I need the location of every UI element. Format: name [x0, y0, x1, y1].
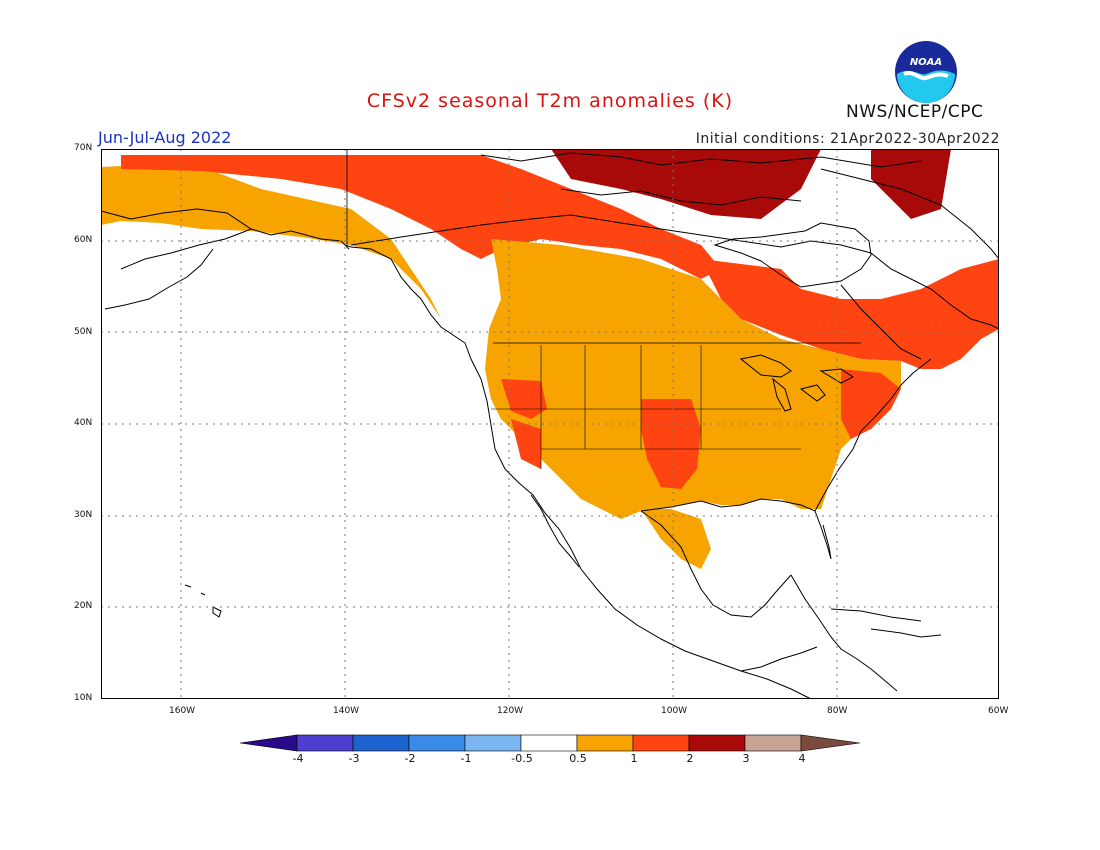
- colorbar-box: [520, 734, 578, 752]
- anomaly-region: [641, 399, 701, 489]
- lon-label: 60W: [988, 706, 1009, 716]
- colorbar-box: [632, 734, 690, 752]
- colorbar-label: 0.5: [569, 752, 587, 765]
- colorbar-label: -3: [348, 752, 360, 765]
- lon-label: 160W: [169, 706, 196, 716]
- colorbar-extend-high: [800, 734, 861, 752]
- colorbar-box: [408, 734, 466, 752]
- lon-label: 100W: [661, 706, 688, 716]
- colorbar-label: 3: [742, 752, 750, 765]
- noaa-logo: NOAA: [895, 41, 957, 103]
- lat-label: 20N: [74, 601, 93, 611]
- anomaly-region: [641, 509, 711, 569]
- svg-text:NOAA: NOAA: [910, 57, 942, 68]
- colorbar-label: -1: [460, 752, 472, 765]
- anomaly-map: [101, 149, 999, 699]
- coastlines: [101, 149, 999, 699]
- anomaly-region: [551, 149, 821, 219]
- lon-label: 80W: [827, 706, 848, 716]
- colorbar-box: [576, 734, 634, 752]
- colorbar-box: [688, 734, 746, 752]
- lat-label: 30N: [74, 510, 93, 520]
- colorbar-label: -0.5: [511, 752, 533, 765]
- anomaly-region: [841, 369, 901, 439]
- lat-lon-gridlines: [101, 149, 999, 699]
- lat-label: 70N: [74, 143, 93, 153]
- lat-label: 50N: [74, 327, 93, 337]
- colorbar-label: -4: [292, 752, 304, 765]
- colorbar: [240, 734, 861, 752]
- colorbar-box: [352, 734, 410, 752]
- colorbar-box: [464, 734, 522, 752]
- colorbar-extend-low: [240, 734, 298, 752]
- colorbar-label: 4: [798, 752, 806, 765]
- season-label: Jun-Jul-Aug 2022: [98, 128, 232, 147]
- colorbar-label: -2: [404, 752, 416, 765]
- initial-conditions-label: Initial conditions: 21Apr2022-30Apr2022: [695, 131, 1000, 147]
- colorbar-box: [744, 734, 802, 752]
- agency-label: NWS/NCEP/CPC: [846, 102, 984, 122]
- anomaly-region: [701, 259, 999, 369]
- colorbar-label: 1: [630, 752, 638, 765]
- anomaly-region: [511, 419, 541, 469]
- map-title: CFSv2 seasonal T2m anomalies (K): [366, 90, 734, 112]
- lat-label: 60N: [74, 235, 93, 245]
- lon-label: 140W: [333, 706, 360, 716]
- anomaly-region: [101, 163, 441, 319]
- colorbar-label: 2: [686, 752, 694, 765]
- anomaly-shading: [101, 149, 999, 569]
- lon-label: 120W: [497, 706, 524, 716]
- colorbar-box: [296, 734, 354, 752]
- lat-label: 10N: [74, 693, 93, 703]
- lat-label: 40N: [74, 418, 93, 428]
- anomaly-region: [121, 155, 721, 279]
